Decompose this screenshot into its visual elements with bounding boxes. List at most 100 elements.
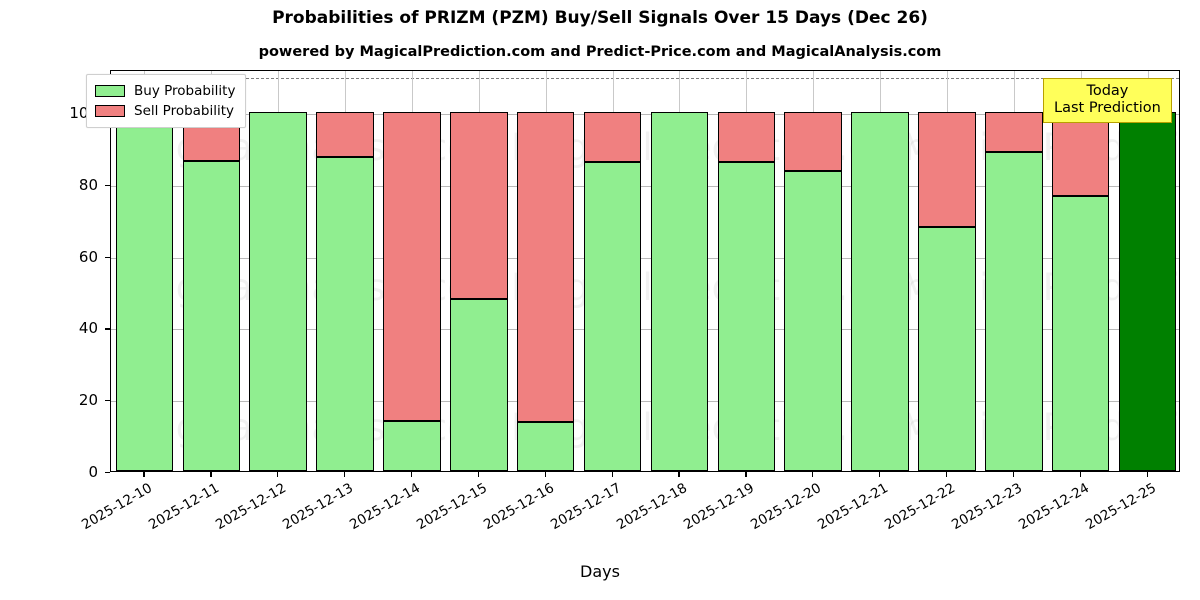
bar-segment-buy[interactable] [450, 298, 508, 471]
bar-group[interactable] [583, 71, 642, 471]
watermark-text: MagicalAnalysis.com [121, 126, 506, 169]
bar-group[interactable] [985, 71, 1043, 471]
watermark-text: MagicalAnalysis.com [121, 266, 506, 309]
watermark-text: MagicalAnalysis.com [121, 406, 506, 449]
x-axis-tick-label: 2025-12-15 [413, 480, 490, 534]
bar-group[interactable] [784, 71, 842, 471]
bar-segment-sell[interactable] [316, 112, 374, 157]
today-annotation: Today Last Prediction [1043, 78, 1172, 124]
x-axis-tick-mark [544, 472, 546, 477]
legend-label-buy: Buy Probability [134, 83, 236, 99]
x-axis-tick-mark [745, 472, 747, 477]
x-axis-tick-label: 2025-12-16 [480, 480, 557, 534]
bar-group[interactable] [316, 71, 374, 471]
bar-segment-buy[interactable] [383, 420, 441, 471]
bar-segment-buy[interactable] [851, 112, 909, 471]
x-axis-tick-label: 2025-12-19 [681, 480, 758, 534]
x-axis-tick-mark [210, 472, 212, 477]
x-axis-tick-mark [344, 472, 346, 477]
x-axis-tick-mark [611, 472, 613, 477]
chart-title: Probabilities of PRIZM (PZM) Buy/Sell Si… [272, 8, 928, 28]
y-axis-tick-mark [105, 256, 110, 258]
x-axis-tick-label: 2025-12-11 [146, 480, 223, 534]
gridline-horizontal [111, 185, 1179, 187]
bar-group[interactable] [115, 71, 174, 471]
bar-segment-buy[interactable] [316, 156, 374, 471]
bar-segment-buy[interactable] [583, 162, 642, 471]
bar-group[interactable] [1118, 71, 1177, 471]
bar-segment-sell[interactable] [717, 112, 776, 163]
legend-item-sell[interactable]: Sell Probability [95, 101, 235, 121]
y-axis-tick-mark [105, 400, 110, 402]
gridline-horizontal [111, 114, 1179, 116]
x-axis-tick-mark [678, 472, 680, 477]
reference-line [111, 78, 1179, 80]
today-annotation-line1: Today [1086, 83, 1129, 99]
y-axis-tick-mark [105, 472, 110, 474]
x-axis-tick-label: 2025-12-13 [280, 480, 357, 534]
x-axis-tick-label: 2025-12-20 [748, 480, 825, 534]
bar-segment-buy[interactable] [249, 112, 307, 471]
bar-segment-buy[interactable] [182, 161, 241, 471]
x-axis-tick-label: 2025-12-24 [1015, 480, 1092, 534]
x-axis-tick-mark [1012, 472, 1014, 477]
bar-group[interactable] [182, 71, 241, 471]
legend-label-sell: Sell Probability [134, 103, 235, 119]
chart-legend: Buy Probability Sell Probability [86, 74, 247, 128]
x-axis-tick-mark [1079, 472, 1081, 477]
bar-segment-sell[interactable] [383, 112, 441, 421]
x-axis-tick-mark [1146, 472, 1148, 477]
x-axis-tick-label: 2025-12-21 [815, 480, 892, 534]
x-axis-tick-mark [477, 472, 479, 477]
bar-segment-sell[interactable] [450, 112, 508, 299]
bar-segment-buy[interactable] [717, 162, 776, 471]
bar-segment-sell[interactable] [985, 112, 1043, 152]
bar-group[interactable] [450, 71, 508, 471]
bar-group[interactable] [516, 71, 575, 471]
bar-segment-sell[interactable] [784, 112, 842, 171]
x-axis-label: Days [580, 562, 620, 581]
bar-group[interactable] [918, 71, 976, 471]
bar-group[interactable] [383, 71, 441, 471]
bar-segment-today[interactable] [1118, 112, 1177, 471]
y-axis-tick-label: 80 [78, 175, 98, 194]
bar-segment-sell[interactable] [583, 112, 642, 163]
y-axis-tick-label: 40 [78, 319, 98, 338]
x-axis-tick-label: 2025-12-23 [948, 480, 1025, 534]
x-axis-tick-label: 2025-12-25 [1082, 480, 1159, 534]
bar-segment-sell[interactable] [516, 112, 575, 423]
bar-group[interactable] [717, 71, 776, 471]
bar-segment-sell[interactable] [1051, 112, 1110, 197]
legend-item-buy[interactable]: Buy Probability [95, 81, 235, 101]
today-annotation-line2: Last Prediction [1054, 100, 1161, 117]
gridline-horizontal [111, 401, 1179, 403]
plot-inner: MagicalAnalysis.comMagicalPrediction.com… [111, 71, 1179, 471]
x-axis-tick-label: 2025-12-12 [213, 480, 290, 534]
bar-segment-buy[interactable] [918, 226, 976, 471]
bar-segment-buy[interactable] [784, 170, 842, 471]
gridline-horizontal [111, 329, 1179, 331]
y-axis-tick-mark [105, 184, 110, 187]
y-axis-tick-label: 60 [78, 247, 98, 266]
bar-segment-buy[interactable] [115, 112, 174, 471]
x-axis-tick-label: 2025-12-22 [881, 480, 958, 534]
x-axis-tick-label: 2025-12-10 [79, 480, 156, 534]
chart-subtitle: powered by MagicalPrediction.com and Pre… [258, 44, 942, 60]
bar-segment-buy[interactable] [985, 151, 1043, 471]
bar-segment-buy[interactable] [516, 422, 575, 471]
bar-group[interactable] [650, 71, 709, 471]
bar-group[interactable] [1051, 71, 1110, 471]
x-axis-tick-mark [879, 472, 881, 477]
x-axis-tick-mark [143, 472, 145, 477]
bar-group[interactable] [851, 71, 909, 471]
gridline-horizontal [111, 257, 1179, 259]
x-axis-tick-mark [945, 472, 948, 477]
bar-group[interactable] [249, 71, 307, 471]
legend-swatch-buy-icon [95, 85, 125, 97]
plot-area: MagicalAnalysis.comMagicalPrediction.com… [110, 70, 1180, 472]
y-axis-tick-label: 20 [78, 391, 98, 410]
bar-segment-buy[interactable] [1051, 196, 1110, 471]
x-axis-tick-label: 2025-12-14 [346, 480, 423, 534]
bar-segment-sell[interactable] [918, 112, 976, 227]
bar-segment-buy[interactable] [650, 112, 709, 471]
